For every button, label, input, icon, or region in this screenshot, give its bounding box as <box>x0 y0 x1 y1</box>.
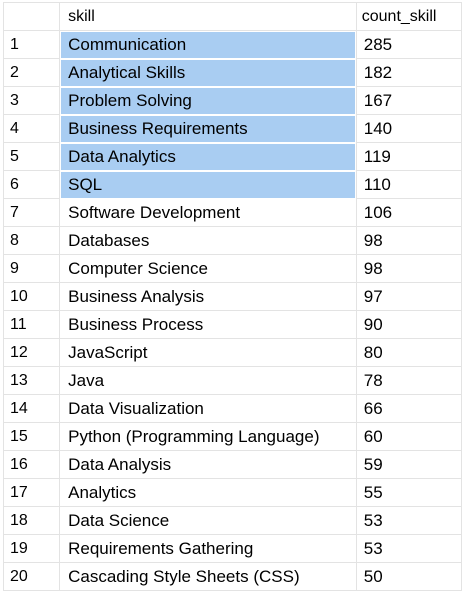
skill-cell[interactable]: Software Development <box>60 199 357 227</box>
row-number-cell[interactable]: 3 <box>4 87 60 115</box>
count-skill-cell[interactable]: 97 <box>356 283 461 311</box>
table-row[interactable]: 13 Java 78 <box>4 367 462 395</box>
count-skill-cell[interactable]: 60 <box>356 423 461 451</box>
table-row[interactable]: 9 Computer Science 98 <box>4 255 462 283</box>
table-row[interactable]: 4 Business Requirements 140 <box>4 115 462 143</box>
skill-cell[interactable]: Data Science <box>60 507 357 535</box>
row-number-cell[interactable]: 9 <box>4 255 60 283</box>
count-skill-cell[interactable]: 106 <box>356 199 461 227</box>
table-row[interactable]: 19 Requirements Gathering 53 <box>4 535 462 563</box>
skill-cell[interactable]: Communication <box>60 31 357 59</box>
skill-cell[interactable]: Data Analysis <box>60 451 357 479</box>
skill-cell[interactable]: Business Requirements <box>60 115 357 143</box>
table-row[interactable]: 12 JavaScript 80 <box>4 339 462 367</box>
count-skill-cell[interactable]: 53 <box>356 507 461 535</box>
skill-cell[interactable]: Analytics <box>60 479 357 507</box>
table-row[interactable]: 11 Business Process 90 <box>4 311 462 339</box>
table-row[interactable]: 1 Communication 285 <box>4 31 462 59</box>
skill-cell[interactable]: Data Visualization <box>60 395 357 423</box>
row-number-cell[interactable]: 10 <box>4 283 60 311</box>
table-row[interactable]: 5 Data Analytics 119 <box>4 143 462 171</box>
count-skill-cell[interactable]: 110 <box>356 171 461 199</box>
count-skill-cell[interactable]: 59 <box>356 451 461 479</box>
row-number-cell[interactable]: 1 <box>4 31 60 59</box>
skill-cell[interactable]: Python (Programming Language) <box>60 423 357 451</box>
count-skill-cell[interactable]: 98 <box>356 255 461 283</box>
row-number-cell[interactable]: 20 <box>4 563 60 591</box>
table-row[interactable]: 16 Data Analysis 59 <box>4 451 462 479</box>
skill-cell[interactable]: Databases <box>60 227 357 255</box>
count-skill-cell[interactable]: 98 <box>356 227 461 255</box>
skill-cell[interactable]: Business Analysis <box>60 283 357 311</box>
table-row[interactable]: 2 Analytical Skills 182 <box>4 59 462 87</box>
row-number-cell[interactable]: 12 <box>4 339 60 367</box>
skill-cell[interactable]: Business Process <box>60 311 357 339</box>
column-header-skill[interactable]: skill <box>60 3 357 31</box>
table-row[interactable]: 20 Cascading Style Sheets (CSS) 50 <box>4 563 462 591</box>
table-row[interactable]: 10 Business Analysis 97 <box>4 283 462 311</box>
row-number-cell[interactable]: 11 <box>4 311 60 339</box>
count-skill-cell[interactable]: 119 <box>356 143 461 171</box>
skill-cell[interactable]: SQL <box>60 171 357 199</box>
skill-cell[interactable]: Analytical Skills <box>60 59 357 87</box>
skill-cell[interactable]: Requirements Gathering <box>60 535 357 563</box>
row-number-header[interactable] <box>4 3 60 31</box>
table-row[interactable]: 14 Data Visualization 66 <box>4 395 462 423</box>
skill-cell[interactable]: Java <box>60 367 357 395</box>
row-number-cell[interactable]: 19 <box>4 535 60 563</box>
count-skill-cell[interactable]: 80 <box>356 339 461 367</box>
table-row[interactable]: 17 Analytics 55 <box>4 479 462 507</box>
count-skill-cell[interactable]: 167 <box>356 87 461 115</box>
count-skill-cell[interactable]: 140 <box>356 115 461 143</box>
row-number-cell[interactable]: 5 <box>4 143 60 171</box>
count-skill-cell[interactable]: 66 <box>356 395 461 423</box>
table-row[interactable]: 15 Python (Programming Language) 60 <box>4 423 462 451</box>
row-number-cell[interactable]: 15 <box>4 423 60 451</box>
row-number-cell[interactable]: 4 <box>4 115 60 143</box>
count-skill-cell[interactable]: 53 <box>356 535 461 563</box>
column-header-count-skill[interactable]: count_skill <box>356 3 461 31</box>
skill-cell[interactable]: JavaScript <box>60 339 357 367</box>
row-number-cell[interactable]: 7 <box>4 199 60 227</box>
count-skill-cell[interactable]: 55 <box>356 479 461 507</box>
row-number-cell[interactable]: 17 <box>4 479 60 507</box>
row-number-cell[interactable]: 6 <box>4 171 60 199</box>
skill-cell[interactable]: Computer Science <box>60 255 357 283</box>
results-grid: skill count_skill 1 Communication 285 2 Anal… <box>3 2 462 591</box>
row-number-cell[interactable]: 14 <box>4 395 60 423</box>
count-skill-cell[interactable]: 182 <box>356 59 461 87</box>
row-number-cell[interactable]: 13 <box>4 367 60 395</box>
count-skill-cell[interactable]: 90 <box>356 311 461 339</box>
skill-cell[interactable]: Data Analytics <box>60 143 357 171</box>
grid-header-row: skill count_skill <box>4 3 462 31</box>
table-row[interactable]: 18 Data Science 53 <box>4 507 462 535</box>
count-skill-cell[interactable]: 78 <box>356 367 461 395</box>
skill-cell[interactable]: Problem Solving <box>60 87 357 115</box>
skill-cell[interactable]: Cascading Style Sheets (CSS) <box>60 563 357 591</box>
count-skill-cell[interactable]: 285 <box>356 31 461 59</box>
table-row[interactable]: 7 Software Development 106 <box>4 199 462 227</box>
row-number-cell[interactable]: 18 <box>4 507 60 535</box>
row-number-cell[interactable]: 8 <box>4 227 60 255</box>
count-skill-cell[interactable]: 50 <box>356 563 461 591</box>
table-row[interactable]: 8 Databases 98 <box>4 227 462 255</box>
grid-body: 1 Communication 285 2 Analytical Skills 182 3 P… <box>4 31 462 591</box>
row-number-cell[interactable]: 2 <box>4 59 60 87</box>
row-number-cell[interactable]: 16 <box>4 451 60 479</box>
table-row[interactable]: 3 Problem Solving 167 <box>4 87 462 115</box>
table-row[interactable]: 6 SQL 110 <box>4 171 462 199</box>
